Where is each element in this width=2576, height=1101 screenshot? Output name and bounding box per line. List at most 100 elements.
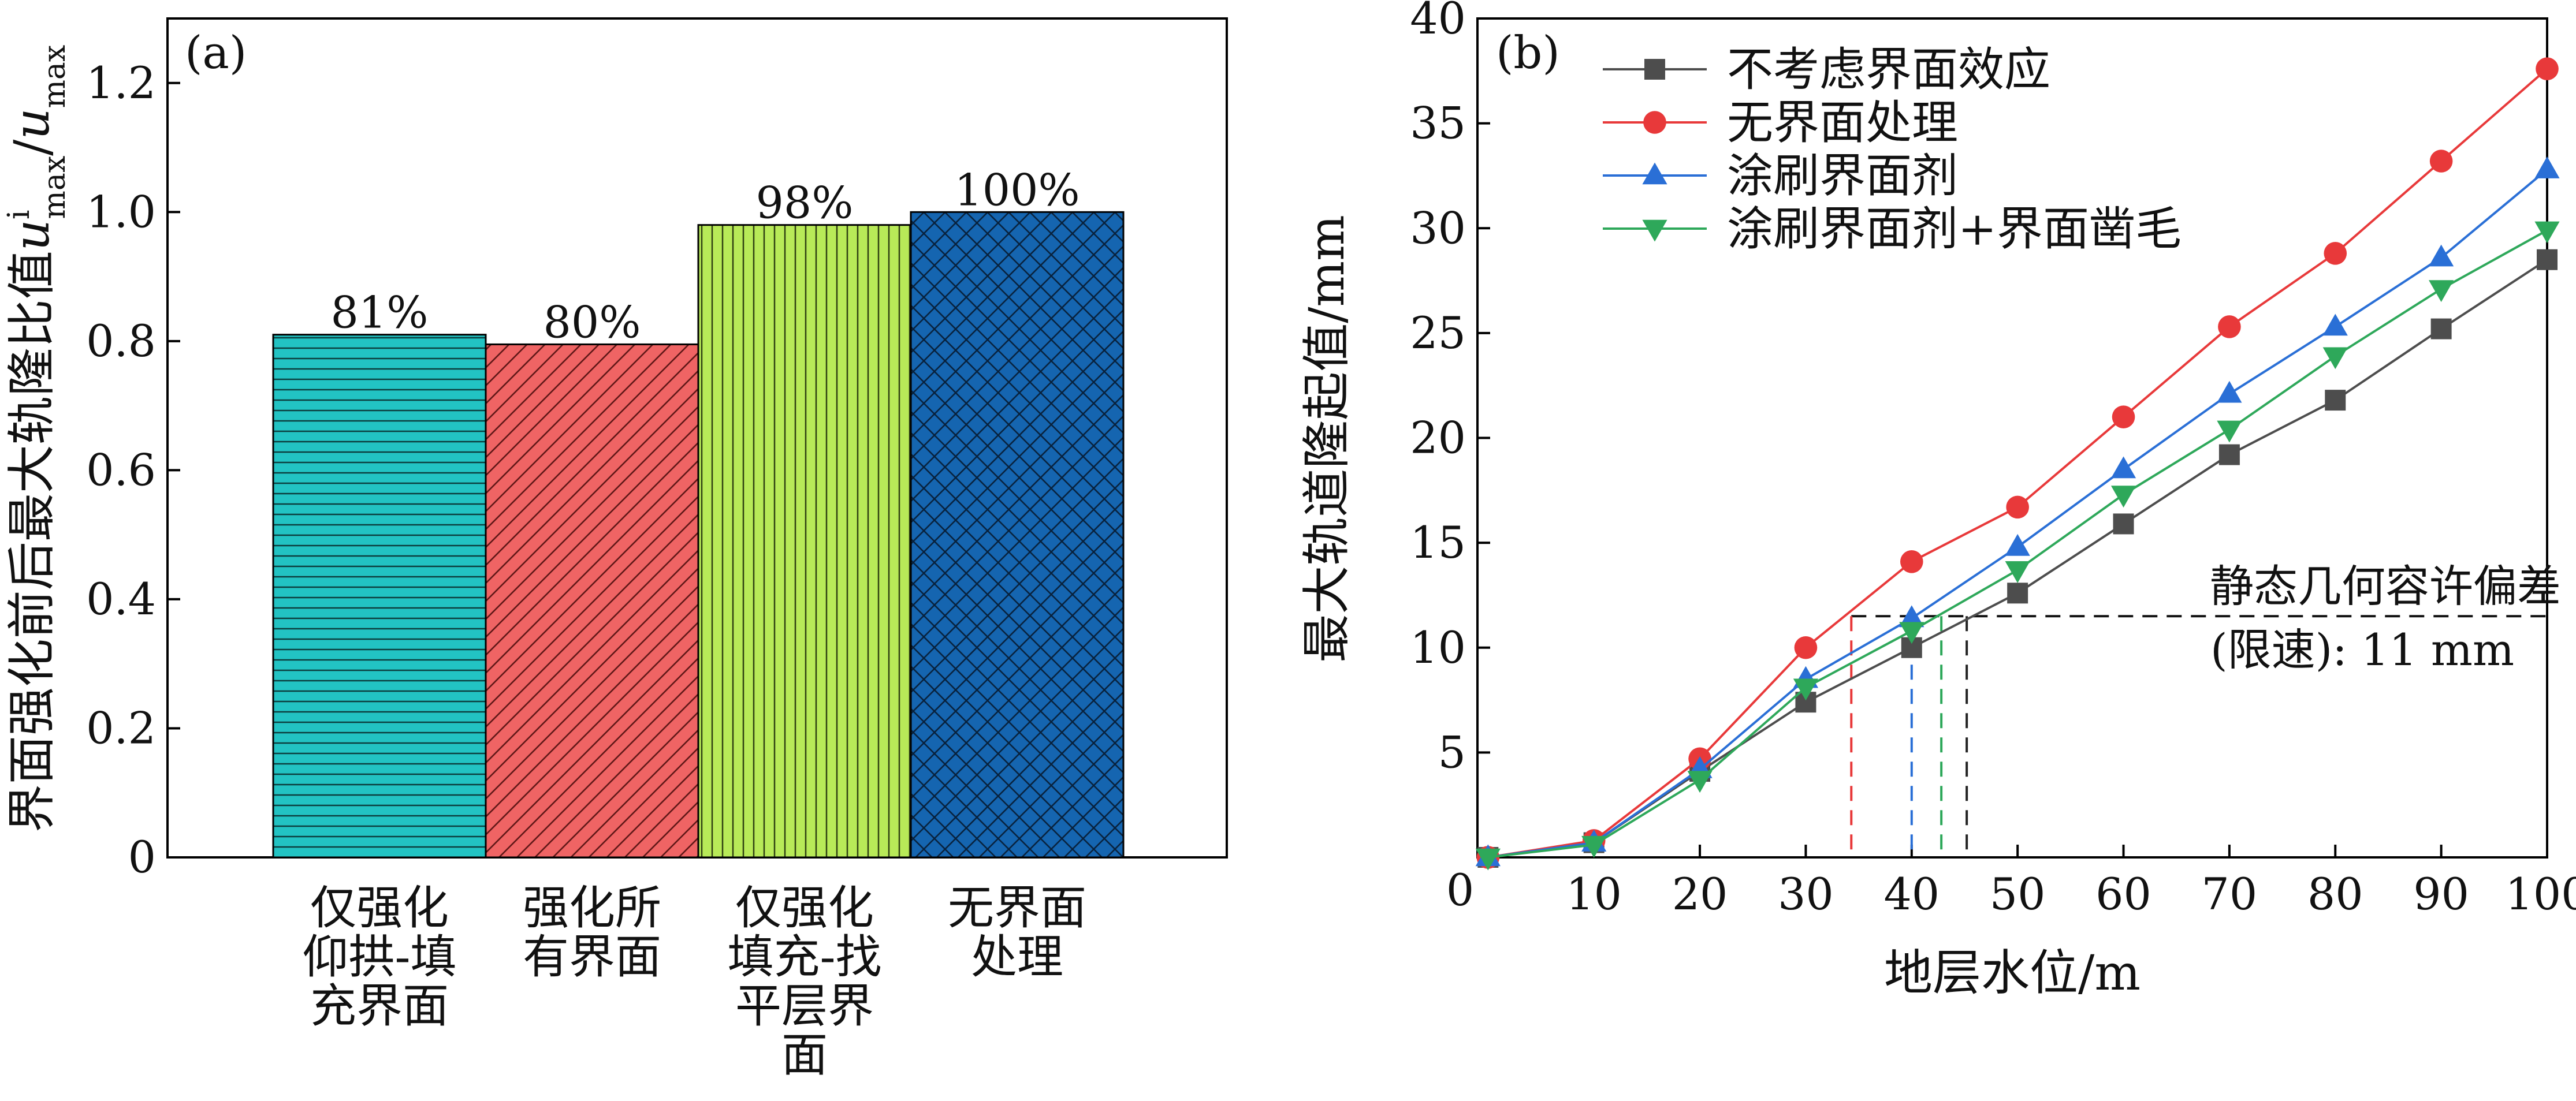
bar-category-label: 无界面	[948, 881, 1086, 935]
data-point	[1794, 636, 1818, 659]
line-x-tick-label: 20	[1672, 868, 1728, 920]
data-point	[2006, 495, 2029, 519]
line-series	[1475, 57, 2560, 871]
bar-y-axis-label-text: 界面强化前后最大轨隆比值	[3, 251, 60, 833]
ylabel-math-base2: u	[3, 108, 60, 139]
line-y-tick-label: 10	[1410, 622, 1466, 673]
series-line	[1488, 68, 2548, 859]
data-point	[2430, 318, 2452, 339]
line-x-tick-label: 80	[2307, 868, 2363, 920]
bar-category-label: 填充-找	[727, 930, 881, 984]
data-point	[2537, 249, 2558, 270]
data-point	[2218, 315, 2241, 338]
data-point	[2322, 313, 2348, 336]
ylabel-math-sup: i	[2, 210, 36, 219]
origin-label: 0	[1446, 864, 1474, 916]
line-y-tick-label: 20	[1410, 412, 1466, 464]
bar-y-tick-label: 1.0	[86, 186, 156, 237]
legend-label: 不考虑界面效应	[1727, 43, 2050, 96]
data-point	[2005, 561, 2030, 583]
bar	[910, 211, 1125, 859]
bar	[272, 334, 487, 859]
series	[1475, 221, 2560, 871]
line-x-tick-label: 10	[1566, 868, 1622, 920]
bar-y-tick-label: 0.2	[86, 702, 156, 753]
data-point	[2110, 486, 2136, 508]
line-x-tick-label: 50	[1990, 868, 2046, 920]
legend-marker	[1642, 219, 1667, 242]
data-point	[2110, 456, 2136, 479]
bar-category-label: 仰拱-填	[302, 930, 456, 984]
series	[1476, 57, 2559, 869]
data-point	[2324, 242, 2347, 265]
data-point	[2534, 221, 2560, 244]
bar-category-label: 处理	[971, 930, 1063, 984]
series	[1477, 249, 2558, 868]
bar-y-tick-label: 0.4	[86, 573, 156, 625]
threshold-label-line1: 静态几何容许偏差	[2210, 561, 2561, 612]
line-x-tick-label: 40	[1883, 868, 1940, 920]
legend-marker	[1644, 59, 1665, 80]
data-point	[2534, 156, 2560, 178]
legend-marker	[1643, 111, 1666, 134]
bar-category-label: 面	[781, 1028, 828, 1082]
line-y-tick-label: 35	[1410, 98, 1466, 149]
bar-data-label: 81%	[331, 287, 429, 338]
line-x-tick-label: 30	[1778, 868, 1834, 920]
data-point	[2112, 405, 2135, 428]
line-y-axis-label: 最大轨道隆起值/mm	[1298, 215, 1355, 663]
data-point	[2113, 513, 2134, 535]
data-point	[2005, 533, 2030, 556]
bar-data-label: 98%	[756, 177, 854, 229]
panel-label-b: (b)	[1496, 27, 1560, 79]
bar-y-tick-label: 1.2	[86, 57, 156, 109]
data-point	[2218, 444, 2240, 465]
data-point	[1687, 771, 1713, 793]
threshold-lines	[1850, 615, 2547, 857]
bar-category-label: 有界面	[523, 930, 661, 984]
line-y-tick-label: 5	[1438, 726, 1466, 778]
ylabel-math-base: u	[3, 219, 60, 251]
bar	[697, 224, 912, 859]
ylabel-math-sub2: max	[38, 45, 72, 109]
bar-data-label: 100%	[954, 164, 1079, 215]
legend-label: 涂刷界面剂+界面凿毛	[1727, 202, 2182, 256]
legend-label: 无界面处理	[1727, 96, 1958, 150]
data-point	[1899, 605, 1924, 628]
data-point	[2536, 57, 2559, 80]
line-x-tick-label: 60	[2095, 868, 2151, 920]
legend-label: 涂刷界面剂	[1727, 149, 1958, 203]
bar-category-label: 仅强化	[310, 881, 449, 935]
line-y-tick-label: 30	[1410, 202, 1466, 253]
data-point	[1899, 622, 1924, 644]
series	[1475, 156, 2560, 867]
series-line	[1488, 259, 2548, 859]
bar-category-label: 仅强化	[735, 881, 874, 935]
bar-category-label: 平层界	[735, 979, 874, 1033]
bar-y-tick-label: 0.6	[86, 444, 156, 495]
data-point	[1793, 678, 1819, 701]
bar-chart-panel: 0 0.2 0.4 0.6 0.8 1.0 1.2 81% 80% 98% 100% 仅强化仰拱-…	[2, 17, 1228, 1082]
bar-y-tick-label: 0	[128, 831, 156, 883]
line-y-tick-label: 40	[1410, 0, 1466, 44]
bar-category-label: 充界面	[310, 979, 449, 1033]
line-x-tick-label: 100	[2505, 868, 2576, 920]
bar-category-label: 强化所	[523, 881, 661, 935]
bar-y-axis-label: 界面强化前后最大轨隆比值uimax/umax	[2, 45, 72, 833]
line-chart-panel: 10 20 30 40 50 60 70 80 90 100 5 10 15 20 25 30 35 40 不考虑…	[1298, 0, 2576, 1001]
line-x-tick-label: 90	[2413, 868, 2469, 920]
data-point	[2322, 347, 2348, 370]
threshold-label-line2: (限速): 11 mm	[2210, 624, 2514, 675]
data-point	[1581, 835, 1607, 858]
data-point	[2007, 583, 2028, 604]
data-point	[1475, 848, 1501, 871]
line-x-axis-label: 地层水位/m	[1884, 945, 2141, 1001]
bar	[485, 343, 699, 859]
line-y-tick-label: 25	[1410, 307, 1466, 359]
data-point	[2429, 244, 2454, 267]
line-plot-frame	[1476, 17, 2548, 859]
bar-y-ticks: 0 0.2 0.4 0.6 0.8 1.0 1.2	[86, 57, 180, 883]
